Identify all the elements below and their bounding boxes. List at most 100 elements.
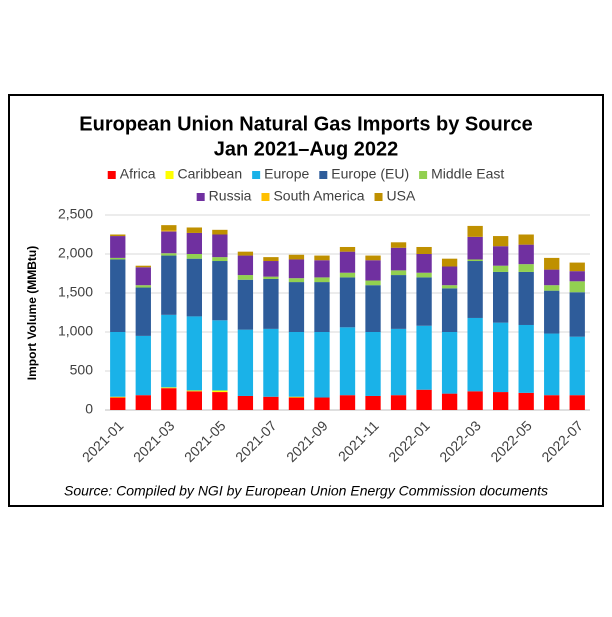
bar-segment: [237, 279, 254, 330]
bar-segment: [135, 285, 151, 288]
bar-segment: [365, 255, 381, 261]
bar-segment: [186, 254, 202, 259]
bar-segment: [390, 395, 407, 410]
bar-segment: [339, 277, 356, 328]
bar-segment: [237, 395, 254, 410]
bar-segment: [569, 281, 585, 293]
y-tick-label: 2,000: [58, 245, 93, 261]
y-tick-label: 1,500: [58, 284, 93, 300]
bar-segment: [365, 260, 381, 281]
bar-segment: [339, 272, 356, 278]
legend-swatch: [319, 171, 328, 179]
bar-segment: [186, 232, 202, 254]
bar-segment: [314, 260, 330, 278]
bar-segment: [237, 329, 254, 396]
bar-segment: [416, 277, 432, 326]
bar-segment: [186, 316, 202, 391]
bar-segment: [288, 282, 305, 332]
legend-label: Europe (EU): [331, 166, 409, 182]
bar-segment: [237, 255, 254, 276]
bar-segment: [365, 395, 381, 410]
bar-segment: [493, 322, 509, 393]
bar-segment: [467, 259, 483, 262]
bar-segment: [544, 395, 560, 410]
bar-segment: [161, 231, 177, 254]
legend-swatch: [419, 171, 428, 179]
bar-segment: [518, 244, 534, 265]
legend-label: Russia: [209, 188, 252, 204]
y-tick-label: 0: [85, 401, 93, 417]
bar-segment: [493, 236, 509, 247]
bar-segment: [544, 269, 560, 286]
bar-segment: [314, 277, 330, 283]
bar-segment: [314, 282, 330, 332]
bar-segment: [237, 251, 254, 256]
bar-segment: [569, 262, 585, 272]
bar-segment: [135, 265, 151, 268]
bar-segment: [288, 397, 305, 410]
bar-segment: [365, 332, 381, 396]
bar-segment: [493, 265, 509, 272]
bar-segment: [569, 271, 585, 282]
source-note: Source: Compiled by NGI by European Unio…: [64, 483, 548, 499]
bar-segment: [263, 261, 279, 277]
bar-segment: [339, 251, 356, 273]
bar-segment: [110, 332, 126, 397]
bar-segment: [135, 395, 151, 410]
legend-label: Middle East: [431, 166, 504, 182]
chart-title: European Union Natural Gas Imports by So…: [79, 113, 532, 135]
legend-label: South America: [273, 188, 364, 204]
bar-segment: [212, 257, 228, 262]
bar-segment: [569, 395, 585, 410]
bar-segment: [110, 396, 126, 398]
bar-segment: [390, 242, 407, 248]
bar-segment: [135, 267, 151, 286]
bar-segment: [390, 275, 407, 329]
bar-segment: [212, 390, 228, 393]
y-axis-label: Import Volume (MMBtu): [25, 246, 39, 380]
bar-segment: [161, 253, 177, 256]
bar-segment: [135, 335, 151, 396]
bar-segment: [390, 270, 407, 276]
bar-segment: [212, 234, 228, 258]
bar-segment: [569, 336, 585, 396]
bar-segment: [186, 391, 202, 410]
bar-segment: [493, 392, 509, 410]
bar-segment: [416, 254, 432, 273]
bar-segment: [237, 275, 254, 280]
bar-segment: [161, 387, 177, 389]
bar-segment: [365, 280, 381, 286]
bar-segment: [161, 255, 177, 315]
bar-segment: [416, 325, 432, 390]
bar-segment: [441, 258, 458, 267]
legend-swatch: [374, 193, 383, 201]
bar-segment: [441, 393, 458, 410]
legend-swatch: [261, 193, 270, 201]
bar-segment: [339, 246, 356, 252]
bar-segment: [263, 257, 279, 262]
bar-segment: [263, 328, 279, 397]
legend-swatch: [165, 171, 174, 179]
bar-segment: [441, 288, 458, 332]
bar-segment: [441, 266, 458, 286]
bar-segment: [186, 258, 202, 317]
legend-swatch: [252, 171, 261, 179]
bar-segment: [390, 328, 407, 396]
bar-segment: [212, 261, 228, 321]
bar-segment: [288, 254, 305, 260]
bar-segment: [161, 314, 177, 388]
bar-segment: [441, 285, 458, 289]
bar-segment: [212, 392, 228, 410]
legend-label: Caribbean: [178, 166, 243, 182]
bar-segment: [263, 278, 279, 329]
legend-swatch: [107, 171, 116, 179]
bar-segment: [186, 390, 202, 392]
legend-label: Europe: [264, 166, 309, 182]
bar-segment: [161, 225, 177, 231]
bar-segment: [441, 332, 458, 394]
y-tick-label: 2,500: [58, 206, 93, 222]
y-tick-label: 500: [70, 362, 94, 378]
bar-segment: [135, 287, 151, 336]
bar-segment: [161, 230, 177, 232]
bar-segment: [569, 292, 585, 337]
